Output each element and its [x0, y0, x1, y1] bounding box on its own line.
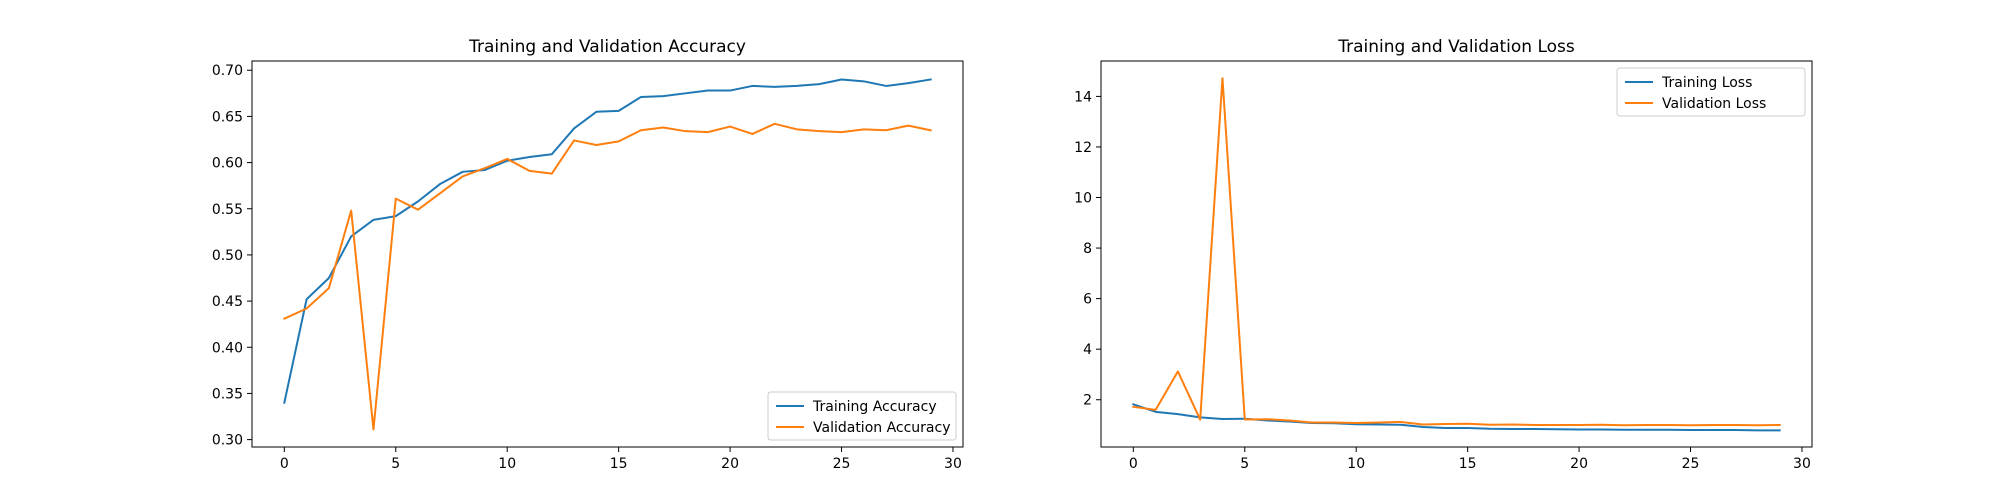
accuracy-ytick-label: 0.45: [212, 294, 243, 310]
accuracy-xtick-label: 25: [833, 456, 851, 472]
loss-axes-frame: [1100, 60, 1813, 448]
legend-label-training-accuracy: Training Accuracy: [812, 399, 937, 415]
accuracy-ticks: 0 5 10 15 20 25 30 0.30 0.35 0.40 0.45 0.50 0.55 0.60…: [212, 63, 962, 472]
accuracy-ytick-label: 0.35: [212, 386, 243, 402]
loss-lines: [1132, 77, 1781, 432]
accuracy-ytick-label: 0.30: [212, 433, 243, 449]
accuracy-ytick-label: 0.60: [212, 156, 243, 172]
accuracy-xtick-label: 30: [944, 456, 962, 472]
accuracy-axes-frame: [251, 60, 964, 448]
accuracy-xtick-label: 10: [498, 456, 516, 472]
loss-ytick-label: 12: [1074, 140, 1092, 156]
loss-ticks: 0 5 10 15 20 25 30 2 4 6 8 10 12 14: [1074, 89, 1811, 472]
accuracy-xtick-label: 15: [610, 456, 628, 472]
loss-ytick-label: 2: [1083, 393, 1092, 409]
loss-legend: Training Loss Validation Loss: [1616, 67, 1806, 117]
accuracy-chart: Training and Validation Accuracy 0 5 10 15 2…: [212, 37, 964, 472]
loss-xtick-label: 0: [1129, 456, 1138, 472]
accuracy-ytick-label: 0.65: [212, 109, 243, 125]
accuracy-ytick-label: 0.40: [212, 340, 243, 356]
training-accuracy-line: [283, 78, 932, 404]
training-loss-line: [1132, 403, 1781, 432]
legend-label-validation-accuracy: Validation Accuracy: [813, 420, 951, 436]
loss-xtick-label: 15: [1459, 456, 1477, 472]
loss-ytick-label: 14: [1074, 89, 1092, 105]
loss-ytick-label: 6: [1083, 292, 1092, 308]
loss-xtick-label: 10: [1347, 456, 1365, 472]
legend-label-training-loss: Training Loss: [1661, 75, 1752, 91]
accuracy-ytick-label: 0.70: [212, 63, 243, 79]
accuracy-legend: Training Accuracy Validation Accuracy: [767, 391, 957, 441]
accuracy-lines: [282, 78, 932, 431]
loss-xtick-label: 30: [1793, 456, 1811, 472]
accuracy-xtick-label: 20: [721, 456, 739, 472]
loss-chart: Training and Validation Loss 0 5 10 15 20 25 3…: [1074, 37, 1813, 472]
loss-ytick-label: 10: [1074, 191, 1092, 207]
loss-ytick-label: 8: [1083, 241, 1092, 257]
loss-chart-title: Training and Validation Loss: [1337, 37, 1575, 57]
legend-label-validation-loss: Validation Loss: [1662, 96, 1766, 112]
accuracy-xtick-label: 0: [280, 456, 289, 472]
accuracy-ytick-label: 0.50: [212, 248, 243, 264]
accuracy-xtick-label: 5: [391, 456, 400, 472]
loss-xtick-label: 25: [1682, 456, 1700, 472]
accuracy-chart-title: Training and Validation Accuracy: [468, 37, 746, 57]
loss-xtick-label: 20: [1570, 456, 1588, 472]
accuracy-ytick-label: 0.55: [212, 202, 243, 218]
accuracy-legend-box: [767, 391, 957, 441]
loss-legend-box: [1616, 67, 1806, 117]
loss-xtick-label: 5: [1240, 456, 1249, 472]
validation-accuracy-line: [282, 122, 932, 431]
validation-loss-line: [1132, 77, 1781, 427]
loss-ytick-label: 4: [1083, 342, 1092, 358]
